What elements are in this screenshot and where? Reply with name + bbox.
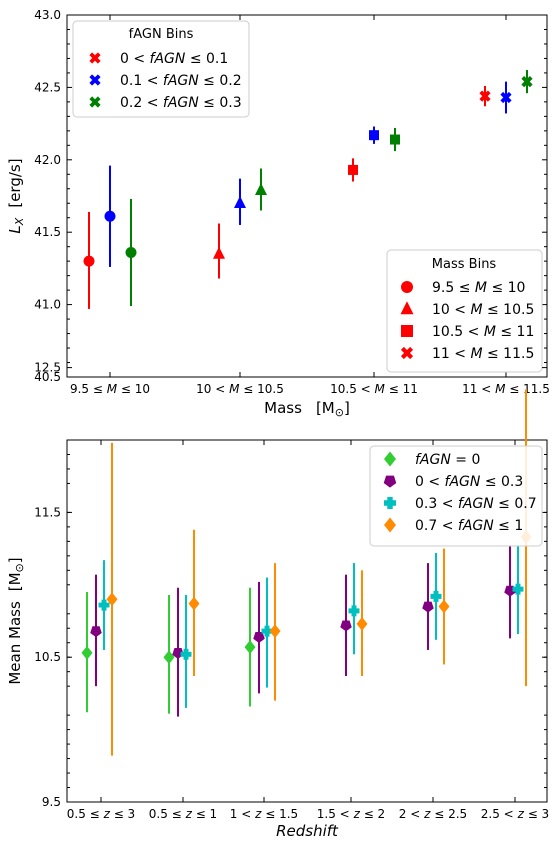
data-point: [500, 91, 512, 104]
x-tick-label: 0.5 ≤ z ≤ 1: [149, 807, 217, 821]
legend-marker: [400, 346, 414, 360]
chart-luminosity-vs-mass: 40.5 41.0 41.5 42.0 42.5 43.0 9.5 ≤ M ≤ 10 10 …: [6, 8, 550, 419]
x-tick-label: 9.5 ≤ M ≤ 10: [70, 382, 150, 396]
data-point: [180, 648, 192, 660]
data-point: [213, 246, 225, 259]
data-point: [438, 599, 450, 614]
legend-label: 0.7 < fAGN ≤ 1: [415, 518, 523, 534]
data-point: [512, 583, 524, 595]
legend-label: 0.2 < fAGN ≤ 0.3: [120, 95, 242, 111]
data-point: [81, 645, 93, 660]
x-tick-label: 2.5 < z ≤ 3: [481, 807, 549, 821]
data-point: [255, 183, 267, 196]
legend-title: fAGN Bins: [129, 27, 194, 42]
data-point: [104, 210, 116, 222]
data-point: [269, 624, 281, 639]
y-tick-label: 41.5: [34, 225, 61, 239]
legend-mass-bins: Mass Bins 9.5 ≤ M ≤ 10 10 < M ≤ 10.5 10.5 <…: [386, 249, 543, 373]
x-tick-label: 1.5 < z ≤ 2: [317, 807, 385, 821]
data-point: [390, 134, 400, 145]
data-point: [430, 590, 442, 602]
y-tick-label: 40.5: [34, 370, 61, 384]
legend-label: 9.5 ≤ M ≤ 10: [432, 280, 525, 296]
y-tick-label: 43.0: [34, 8, 61, 22]
legend-label: 10 < M ≤ 10.5: [432, 302, 534, 318]
x-ticks-top: 9.5 ≤ M ≤ 10 10 < M ≤ 10.5 10.5 < M ≤ 11 11…: [70, 15, 550, 396]
data-point: [98, 599, 110, 611]
data-marks-top: [83, 70, 533, 309]
x-axis-label-top: Mass [M⊙]: [264, 399, 350, 419]
data-point: [90, 626, 102, 638]
legend-label: 10.5 < M ≤ 11: [432, 324, 534, 340]
legend-marker: [383, 475, 397, 488]
plot-frame-bottom: [66, 439, 548, 803]
legend-marker: [384, 497, 396, 509]
data-point: [521, 76, 533, 88]
legend-label: 0.3 < fAGN ≤ 0.7: [415, 496, 537, 512]
x-axis-label-bottom: Redshift: [276, 822, 339, 840]
x-tick-label: 11 < M ≤ 11.5: [462, 382, 550, 396]
legend-fagn-bottom: fAGN = 0 0 < fAGN ≤ 0.3 0.3 < fAGN ≤ 0.7 0.…: [369, 445, 543, 547]
x-tick-label: 2 < z ≤ 2.5: [399, 807, 467, 821]
x-tick-label: 1 < z ≤ 1.5: [230, 807, 298, 821]
data-point: [163, 650, 175, 665]
legend-marker: [400, 301, 414, 315]
x-tick-label: 10.5 < M ≤ 11: [330, 382, 418, 396]
chart-mean-mass-vs-redshift: 9.5 10.5 11.5 12.5 0.5 ≤ z ≤ 3 0.5 ≤ z ≤ 1 1 …: [6, 361, 549, 840]
legend-title: Mass Bins: [432, 257, 497, 272]
x-ticks-bottom: 0.5 ≤ z ≤ 3 0.5 ≤ z ≤ 1 1 < z ≤ 1.5 1.5 < z…: [67, 440, 549, 821]
data-point: [369, 130, 379, 141]
plot-frame-top: [66, 14, 548, 378]
legend-label: 0 < fAGN ≤ 0.3: [415, 474, 523, 490]
legend-marker: [384, 451, 396, 467]
legend-marker: [89, 74, 101, 86]
legend-marker: [384, 517, 396, 533]
legend-label: 11 < M ≤ 11.5: [432, 346, 534, 362]
data-point: [479, 90, 491, 102]
y-tick-label: 41.0: [34, 298, 61, 312]
y-tick-label: 10.5: [34, 650, 61, 664]
y-tick-label: 11.5: [34, 505, 61, 519]
data-point: [348, 164, 358, 175]
data-point: [261, 625, 273, 637]
legend-label: 0.1 < fAGN ≤ 0.2: [120, 73, 242, 89]
data-point: [234, 196, 246, 209]
y-axis-label-top: LX[erg/s]: [6, 158, 26, 233]
data-point: [188, 596, 200, 611]
data-point: [340, 620, 352, 632]
data-point: [253, 632, 265, 643]
y-ticks-bottom: 9.5 10.5 11.5 12.5: [34, 361, 547, 809]
legend-frame: [386, 249, 543, 373]
legend-frame: [72, 20, 250, 118]
data-point: [244, 640, 256, 654]
legend-marker: [89, 52, 101, 64]
x-tick-label: 10 < M ≤ 10.5: [196, 382, 284, 396]
data-point: [422, 601, 434, 613]
legend-marker: [401, 281, 413, 293]
y-ticks-top: 40.5 41.0 41.5 42.0 42.5 43.0: [34, 8, 547, 384]
y-tick-label: 42.0: [34, 153, 61, 167]
legend-frame: [369, 445, 543, 547]
legend-fagn-bins: fAGN Bins 0 < fAGN ≤ 0.1 0.1 < fAGN ≤ 0.2 0…: [72, 20, 250, 118]
data-marks-bottom: [81, 389, 532, 756]
y-tick-label: 42.5: [34, 80, 61, 94]
data-point: [106, 592, 118, 607]
legend-marker: [89, 96, 101, 108]
y-tick-label: 9.5: [42, 795, 61, 809]
data-point: [83, 255, 95, 267]
legend-marker: [401, 325, 413, 337]
y-tick-label: 12.5: [34, 361, 61, 375]
data-point: [356, 617, 368, 631]
legend-label: 0 < fAGN ≤ 0.1: [120, 51, 228, 67]
legend-label: fAGN = 0: [415, 452, 480, 468]
y-axis-label-bottom: Mean Mass[M⊙]: [6, 557, 26, 684]
data-point: [125, 246, 137, 258]
data-point: [348, 605, 360, 617]
x-tick-label: 0.5 ≤ z ≤ 3: [67, 807, 135, 821]
